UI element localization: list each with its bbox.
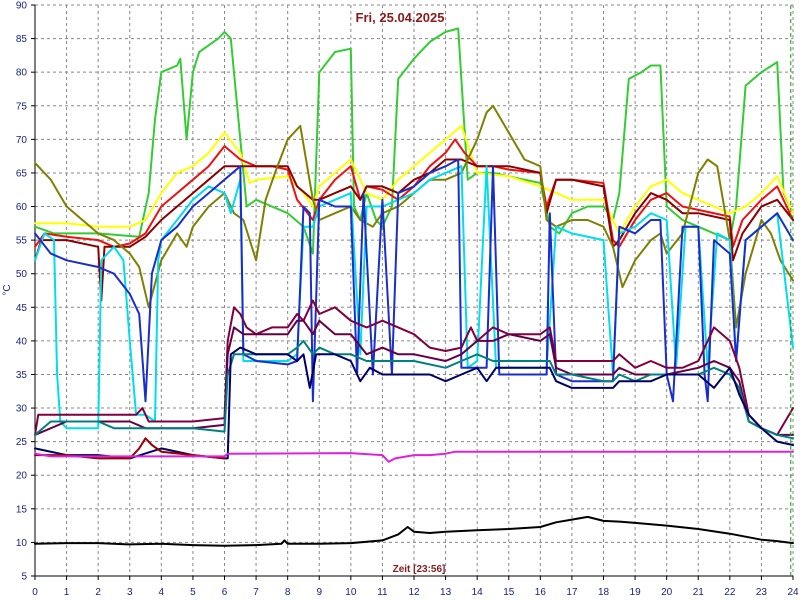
y-tick-label-2: 15 (16, 504, 28, 515)
x-tick-label-11: 11 (377, 587, 388, 598)
y-tick-label-4: 25 (16, 437, 28, 448)
y-tick-label-16: 85 (16, 34, 28, 45)
x-tick-label-18: 18 (598, 587, 610, 598)
y-tick-label-15: 80 (16, 68, 28, 79)
series-line-10 (34, 346, 794, 460)
x-tick-label-10: 10 (345, 587, 357, 598)
x-tick-label-7: 7 (253, 587, 259, 598)
y-tick-label-5: 30 (16, 404, 28, 415)
y-tick-label-11: 60 (16, 202, 28, 213)
x-tick-label-15: 15 (503, 587, 515, 598)
series-line-1 (34, 124, 794, 235)
y-tick-label-6: 35 (16, 370, 28, 381)
y-tick-label-3: 20 (16, 471, 28, 482)
x-tick-label-16: 16 (535, 587, 547, 598)
x-tick-label-21: 21 (693, 587, 705, 598)
x-tick-label-13: 13 (440, 587, 452, 598)
y-tick-labels: 5 10 15 20 25 30 35 40 45 50 55 60 65 70 75 80 85 90 (16, 1, 35, 583)
x-tick-label-23: 23 (756, 587, 768, 598)
x-tick-label-24: 24 (787, 587, 799, 598)
y-axis-label: °C (2, 284, 13, 295)
y-tick-label-9: 50 (16, 269, 28, 280)
x-tick-label-19: 19 (630, 587, 642, 598)
y-tick-label-1: 10 (16, 538, 28, 549)
series-lines (34, 27, 794, 547)
x-tick-label-20: 20 (661, 587, 673, 598)
series-line-7 (34, 299, 794, 436)
series-line-6 (34, 158, 794, 403)
y-tick-label-8: 45 (16, 303, 28, 314)
y-tick-label-17: 90 (16, 1, 28, 12)
y-tick-label-7: 40 (16, 336, 28, 347)
x-tick-label-1: 1 (64, 587, 70, 598)
y-tick-label-0: 5 (21, 572, 27, 583)
series-line-13 (34, 515, 794, 547)
grid (35, 4, 794, 576)
y-tick-label-13: 70 (16, 135, 28, 146)
x-tick-label-3: 3 (127, 587, 133, 598)
y-tick-label-12: 65 (16, 168, 28, 179)
x-tick-label-0: 0 (32, 587, 38, 598)
y-tick-label-14: 75 (16, 101, 28, 112)
y-tick-label-10: 55 (16, 236, 28, 247)
x-tick-label-22: 22 (724, 587, 736, 598)
x-tick-label-2: 2 (95, 587, 101, 598)
x-tick-label-6: 6 (222, 587, 228, 598)
x-tick-label-17: 17 (566, 587, 578, 598)
series-line-0 (34, 27, 794, 255)
x-tick-label-8: 8 (285, 587, 291, 598)
series-line-5 (34, 165, 794, 430)
x-tick-label-4: 4 (159, 587, 165, 598)
x-tick-label-5: 5 (190, 587, 196, 598)
chart-title: Fri, 25.04.2025 (356, 10, 445, 25)
x-tick-labels: 0 1 2 3 4 5 6 7 8 9 10 11 12 13 14 15 16 17 18 19 20 21 22 23 24 (32, 576, 799, 598)
x-tick-label-12: 12 (408, 587, 420, 598)
x-axis-label: Zeit [23:56] (393, 564, 446, 575)
x-tick-label-9: 9 (316, 587, 322, 598)
series-line-12 (34, 450, 794, 463)
x-tick-label-14: 14 (472, 587, 484, 598)
